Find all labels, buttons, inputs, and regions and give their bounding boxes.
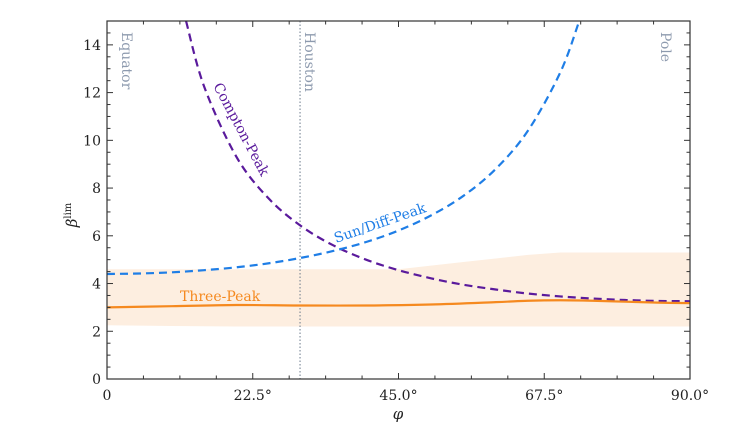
pole-label: Pole <box>657 32 673 62</box>
x-axis-label: φ <box>393 405 404 423</box>
x-tick-label: 22.5° <box>234 388 272 404</box>
y-tick-label: 12 <box>83 86 101 102</box>
y-tick-label: 6 <box>92 229 101 245</box>
equator-label: Equator <box>118 32 134 90</box>
series-layer <box>106 20 691 309</box>
y-axis-label: βlim <box>63 202 81 228</box>
y-tick-label: 8 <box>92 181 101 197</box>
three-peak-line <box>106 299 691 309</box>
three-peak-uncertainty-band-layer <box>107 252 690 327</box>
x-tick-label: 45.0° <box>379 388 417 404</box>
y-tick-label: 0 <box>92 372 101 388</box>
y-axis-label-superscript: lim <box>63 202 74 218</box>
three-peak-label: Three-Peak <box>180 289 261 305</box>
y-tick-label: 4 <box>92 277 101 293</box>
y-tick-label: 2 <box>92 324 101 340</box>
x-tick-label: 67.5° <box>525 388 563 404</box>
tick-layer: 0 22.5° 45.0° 67.5° 90.0° 0 2 4 6 8 10 12 14 <box>83 20 709 404</box>
x-tick-label: 0 <box>103 388 112 404</box>
houston-label: Houston <box>301 32 317 92</box>
compton-peak-label: Compton-Peak <box>209 80 272 179</box>
y-axis-label-symbol: β <box>63 218 81 228</box>
svg-text:βlim: βlim <box>63 202 81 228</box>
compton-peak-line <box>184 20 691 303</box>
y-tick-label: 14 <box>83 38 101 54</box>
sun-diff-peak-line <box>106 20 581 276</box>
x-tick-label: 90.0° <box>671 388 709 404</box>
y-tick-label: 10 <box>83 133 101 149</box>
three-peak-band <box>107 252 690 327</box>
